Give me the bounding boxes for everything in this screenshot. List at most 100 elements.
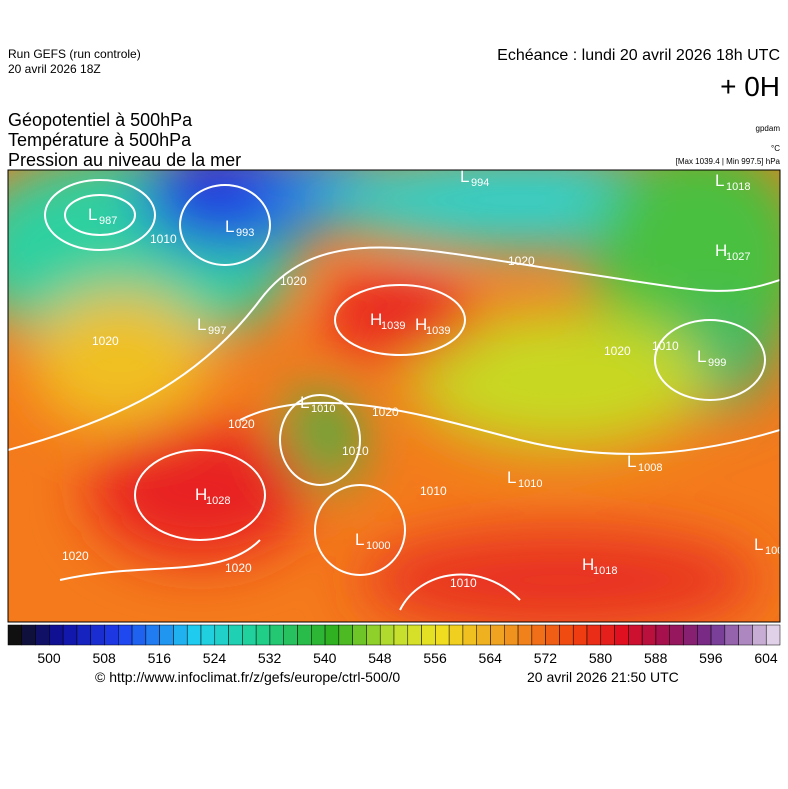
pressure-center-value: 1039 xyxy=(426,325,450,337)
colorbar-swatch xyxy=(338,624,353,646)
colorbar-swatch xyxy=(421,624,436,646)
pressure-center-value: 1027 xyxy=(726,251,750,263)
colorbar-swatch xyxy=(269,624,284,646)
pressure-center-value: 100 xyxy=(765,545,783,557)
isobar-label: 1020 xyxy=(372,405,399,419)
pressure-center-kind: H xyxy=(415,315,427,334)
pressure-center-kind: L xyxy=(507,468,516,487)
generated-time: 20 avril 2026 21:50 UTC xyxy=(527,669,679,685)
colorbar-swatch xyxy=(614,624,629,646)
colorbar-swatch xyxy=(765,624,781,646)
pressure-center-kind: H xyxy=(195,485,207,504)
pressure-center-kind: L xyxy=(225,217,234,236)
isobar-label: 1010 xyxy=(342,444,369,458)
isobar-label: 1010 xyxy=(150,232,177,246)
pressure-center-value: 1018 xyxy=(726,181,750,193)
pressure-center-kind: L xyxy=(460,167,469,186)
colorbar-tick-label: 508 xyxy=(92,650,116,666)
colorbar-swatch xyxy=(324,624,340,646)
pressure-center-value: 1010 xyxy=(518,478,542,490)
pressure-center-kind: L xyxy=(715,171,724,190)
colorbar-swatch xyxy=(173,624,188,646)
colorbar-swatch xyxy=(559,624,574,646)
pressure-center-value: 997 xyxy=(208,325,226,337)
lead-time: + 0H xyxy=(720,71,780,102)
colorbar-swatch xyxy=(476,624,491,646)
colorbar-swatch xyxy=(62,624,78,646)
pressure-center-kind: H xyxy=(582,555,594,574)
pressure-center-value: 993 xyxy=(236,227,254,239)
colorbar-swatch xyxy=(517,624,533,646)
colorbar-swatch xyxy=(393,624,409,646)
run-name: Run GEFS (run controle) xyxy=(8,47,141,61)
colorbar-swatch xyxy=(118,624,133,646)
colorbar-swatch xyxy=(531,624,546,646)
colorbar-swatch xyxy=(724,624,739,646)
colorbar-swatch xyxy=(504,624,519,646)
colorbar-tick-label: 588 xyxy=(644,650,668,666)
colorbar-tick-label: 564 xyxy=(479,650,503,666)
colorbar-swatch xyxy=(104,624,119,646)
colorbar-swatch xyxy=(641,624,657,646)
isobar-label: 1020 xyxy=(225,561,252,575)
unit-pressure: [Max 1039.4 | Min 997.5] hPa xyxy=(676,157,781,166)
isobar-label: 1010 xyxy=(652,339,679,353)
pressure-center-value: 1028 xyxy=(206,495,230,507)
title-temperature: Température à 500hPa xyxy=(8,130,192,150)
colorbar-swatch xyxy=(697,624,712,646)
colorbar: 500 508 516 524 532 540 548 556 564 572 580 588 596 6… xyxy=(7,624,781,666)
isobar-label: 1020 xyxy=(280,274,307,288)
colorbar-swatch xyxy=(683,624,698,646)
colorbar-swatch xyxy=(490,624,505,646)
colorbar-swatch xyxy=(242,624,257,646)
pressure-center-kind: L xyxy=(197,315,206,334)
pressure-center-value: 987 xyxy=(99,215,117,227)
isobar-label: 1020 xyxy=(92,334,119,348)
isobar-label: 1020 xyxy=(508,254,535,268)
colorbar-swatch xyxy=(655,624,670,646)
isobar-label: 1010 xyxy=(450,576,477,590)
pressure-center-value: 994 xyxy=(471,177,489,189)
colorbar-swatch xyxy=(710,624,726,646)
source-link: © http://www.infoclimat.fr/z/gefs/europe… xyxy=(95,669,400,685)
colorbar-tick-label: 580 xyxy=(589,650,613,666)
isobar-label: 1020 xyxy=(62,549,89,563)
valid-time: Echéance : lundi 20 avril 2026 18h UTC xyxy=(497,47,780,64)
colorbar-swatch xyxy=(752,624,767,646)
pressure-center-value: 1010 xyxy=(311,403,335,415)
unit-celsius: °C xyxy=(771,144,780,153)
colorbar-swatch xyxy=(297,624,312,646)
colorbar-swatch xyxy=(435,624,450,646)
title-pressure: Pression au niveau de la mer xyxy=(8,150,241,170)
map-field xyxy=(8,170,780,622)
colorbar-swatch xyxy=(145,624,160,646)
colorbar-tick-label: 524 xyxy=(203,650,227,666)
colorbar-swatch xyxy=(738,624,753,646)
colorbar-tick-label: 556 xyxy=(423,650,447,666)
pressure-center-kind: L xyxy=(627,452,636,471)
pressure-center-value: 1039 xyxy=(381,320,405,332)
colorbar-swatch xyxy=(90,624,105,646)
pressure-center-value: 1018 xyxy=(593,565,617,577)
colorbar-swatch xyxy=(462,624,477,646)
pressure-center-value: 1008 xyxy=(638,462,662,474)
colorbar-swatch xyxy=(407,624,422,646)
colorbar-tick-label: 604 xyxy=(754,650,778,666)
colorbar-tick-label: 596 xyxy=(699,650,723,666)
colorbar-tick-label: 572 xyxy=(534,650,558,666)
colorbar-swatch xyxy=(255,624,271,646)
colorbar-swatch xyxy=(131,624,147,646)
colorbar-tick-label: 500 xyxy=(37,650,61,666)
title-geopotential: Géopotentiel à 500hPa xyxy=(8,110,193,130)
colorbar-swatch xyxy=(628,624,643,646)
unit-gpdam: gpdam xyxy=(756,124,781,133)
colorbar-swatch xyxy=(76,624,91,646)
pressure-center-kind: L xyxy=(754,535,763,554)
isobar-label: 1010 xyxy=(420,484,447,498)
isobars xyxy=(8,179,780,611)
pressure-center-value: 999 xyxy=(708,357,726,369)
colorbar-swatch xyxy=(228,624,243,646)
colorbar-swatch xyxy=(545,624,560,646)
